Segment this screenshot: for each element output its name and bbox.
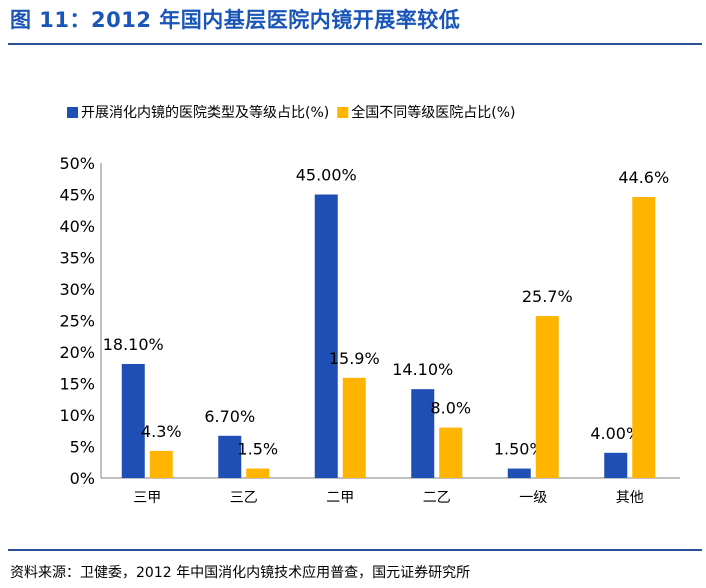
bar-primary-2 (218, 435, 242, 478)
y-tick-label: 0% (70, 469, 95, 488)
bar-primary-4 (411, 389, 435, 478)
y-tick-label: 5% (70, 438, 95, 457)
bar-secondary-1 (149, 450, 173, 478)
figure-title: 图 11：2012 年国内基层医院内镜开展率较低 (10, 8, 461, 32)
data-label-secondary-1: 4.3% (141, 422, 182, 441)
data-label-secondary-3: 15.9% (329, 349, 380, 368)
bar-secondary-2 (246, 468, 270, 478)
data-label-primary-6: 4.00% (590, 424, 641, 443)
source-note: 资料来源：卫健委，2012 年中国消化内镜技术应用普查，国元证券研究所 (10, 565, 471, 581)
data-label-primary-4: 14.10% (392, 360, 453, 379)
bar-secondary-6 (632, 197, 656, 478)
title-divider (8, 43, 702, 45)
x-category-label: 其他 (616, 490, 644, 506)
data-label-primary-3: 45.00% (296, 166, 357, 185)
bar-secondary-5 (535, 316, 559, 478)
y-tick-label: 20% (59, 343, 95, 362)
x-category-label: 三乙 (230, 490, 258, 506)
y-tick-label: 40% (59, 217, 95, 236)
x-category-label: 三甲 (133, 490, 161, 506)
bar-secondary-3 (342, 377, 366, 478)
y-tick-label: 35% (59, 249, 95, 268)
y-tick-label: 50% (59, 154, 95, 173)
data-label-secondary-4: 8.0% (430, 399, 471, 418)
y-tick-label: 30% (59, 280, 95, 299)
bar-primary-6 (604, 452, 628, 478)
y-tick-label: 10% (59, 406, 95, 425)
x-category-label: 二甲 (326, 490, 354, 506)
legend-swatch-primary (67, 107, 78, 118)
bar-primary-5 (507, 468, 531, 478)
y-tick-label: 25% (59, 312, 95, 331)
bar-primary-1 (121, 363, 145, 478)
x-category-label: 二乙 (423, 490, 451, 506)
legend-label-secondary: 全国不同等级医院占比(%) (351, 104, 515, 121)
y-tick-label: 45% (59, 186, 95, 205)
y-tick-label: 15% (59, 375, 95, 394)
data-label-primary-5: 1.50% (494, 440, 545, 459)
data-label-primary-2: 6.70% (204, 407, 255, 426)
bar-secondary-4 (439, 427, 463, 478)
source-divider (8, 549, 702, 551)
data-label-secondary-2: 1.5% (237, 440, 278, 459)
data-label-secondary-6: 44.6% (618, 168, 669, 187)
data-label-primary-1: 18.10% (103, 335, 164, 354)
legend-swatch-secondary (337, 107, 349, 118)
x-category-label: 一级 (519, 490, 547, 506)
data-label-secondary-5: 25.7% (522, 287, 573, 306)
legend-label-primary: 开展消化内镜的医院类型及等级占比(%) (81, 104, 329, 121)
bar-primary-3 (314, 194, 338, 478)
